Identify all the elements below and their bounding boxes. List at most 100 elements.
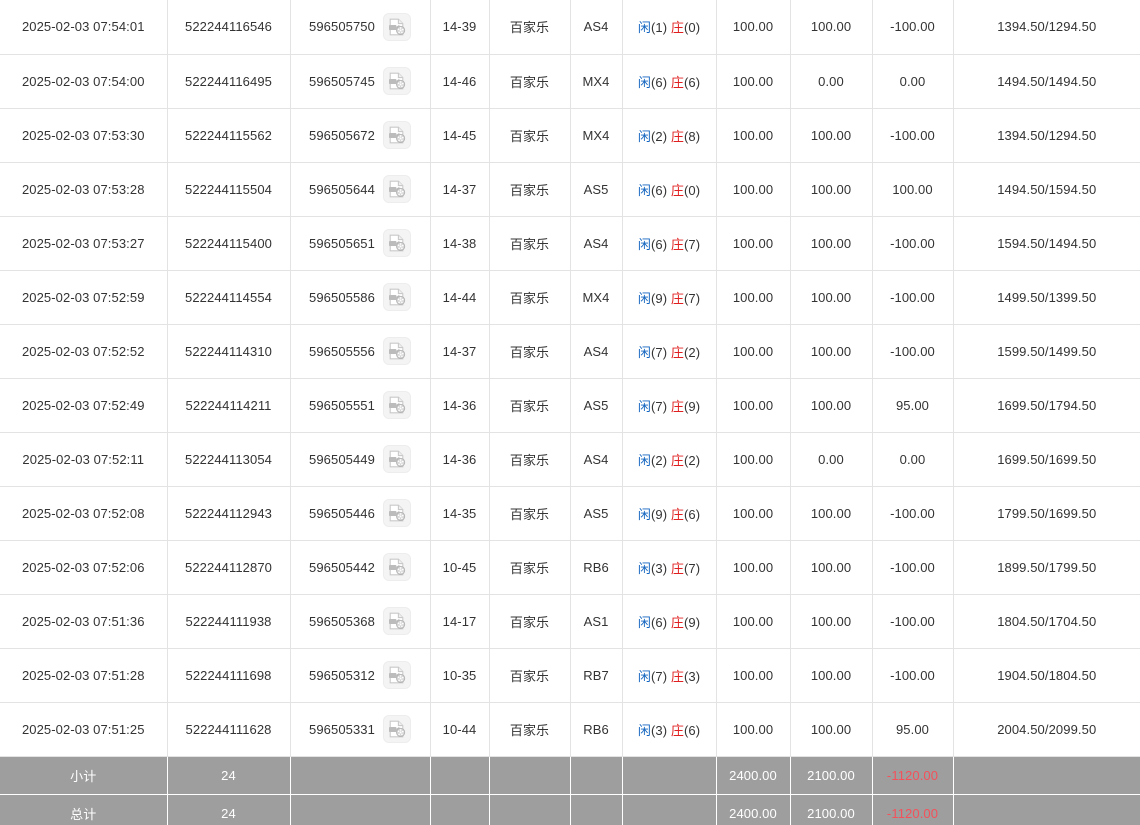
cell-order-no: 522244111938 (167, 594, 291, 649)
cell-bet-amount[interactable]: 100.00 (716, 216, 791, 271)
bet-player-label: 闲 (637, 290, 651, 306)
cell-bet-amount[interactable]: 100.00 (716, 702, 791, 757)
cell-order-no: 522244112943 (167, 486, 291, 541)
video-replay-icon[interactable] (382, 337, 411, 365)
video-replay-icon[interactable] (382, 283, 411, 311)
cell-seat-code: RB6 (570, 540, 623, 595)
cell-bet-amount[interactable]: 100.00 (716, 594, 791, 649)
round-no-text: 596505644 (309, 181, 375, 197)
cell-round-no: 596505449 (290, 432, 431, 487)
bet-player-label: 闲 (637, 452, 651, 468)
summary-label: 小计 (0, 756, 168, 795)
bet-player-value: (2) (650, 452, 668, 468)
bet-player-value: (9) (650, 506, 668, 522)
bet-banker-value: (8) (683, 128, 701, 144)
bet-player-label: 闲 (637, 614, 651, 630)
cell-table-no: 14-46 (430, 54, 490, 109)
cell-bet-amount[interactable]: 100.00 (716, 54, 791, 109)
cell-bet-detail: 闲(1) 庄(0) (622, 0, 717, 55)
cell-bet-amount[interactable]: 100.00 (716, 324, 791, 379)
round-no-text: 596505586 (309, 289, 375, 305)
cell-win-loss: -100.00 (872, 108, 954, 163)
cell-bet-amount[interactable]: 100.00 (716, 108, 791, 163)
cell-round-no: 596505556 (290, 324, 431, 379)
cell-bet-detail: 闲(6) 庄(6) (622, 54, 717, 109)
cell-valid-amount: 100.00 (790, 162, 873, 217)
cell-order-no: 522244116495 (167, 54, 291, 109)
cell-order-no: 522244116546 (167, 0, 291, 55)
cell-valid-amount: 100.00 (790, 702, 873, 757)
cell-balance: 1899.50/1799.50 (953, 540, 1140, 595)
cell-valid-amount: 0.00 (790, 432, 873, 487)
video-replay-icon[interactable] (382, 499, 411, 527)
summary-label: 总计 (0, 794, 168, 825)
bet-banker-value: (9) (683, 614, 701, 630)
cell-bet-time: 2025-02-03 07:53:30 (0, 108, 168, 163)
video-replay-icon[interactable] (382, 229, 411, 257)
bet-banker-label: 庄 (670, 236, 684, 252)
bet-banker-value: (2) (683, 452, 701, 468)
cell-round-no: 596505312 (290, 648, 431, 703)
round-no-text: 596505442 (309, 559, 375, 575)
cell-bet-amount[interactable]: 100.00 (716, 162, 791, 217)
cell-valid-amount: 100.00 (790, 0, 873, 55)
bet-player-label: 闲 (637, 668, 651, 684)
table-row: 2025-02-03 07:52:49 522244114211 596505551… (0, 378, 1140, 433)
cell-seat-code: RB6 (570, 702, 623, 757)
summary-valid-amount: 2100.00 (790, 794, 873, 825)
cell-round-no: 596505586 (290, 270, 431, 325)
summary-row: 总计 24 2400.00 2100.00 -1120.00 (0, 794, 1140, 825)
cell-table-no: 14-35 (430, 486, 490, 541)
cell-round-no: 596505446 (290, 486, 431, 541)
cell-game-name: 百家乐 (489, 270, 571, 325)
video-replay-icon[interactable] (382, 121, 411, 149)
cell-game-name: 百家乐 (489, 648, 571, 703)
cell-bet-amount[interactable]: 100.00 (716, 270, 791, 325)
bet-player-value: (3) (650, 560, 668, 576)
table-row: 2025-02-03 07:52:59 522244114554 596505586… (0, 270, 1140, 325)
video-replay-icon[interactable] (382, 391, 411, 419)
cell-bet-detail: 闲(9) 庄(6) (622, 486, 717, 541)
video-replay-icon[interactable] (382, 175, 411, 203)
cell-bet-amount[interactable]: 100.00 (716, 540, 791, 595)
cell-win-loss: 0.00 (872, 54, 954, 109)
bet-player-value: (6) (650, 614, 668, 630)
cell-bet-amount[interactable]: 100.00 (716, 486, 791, 541)
summary-blank-game (489, 756, 571, 795)
cell-balance: 1394.50/1294.50 (953, 108, 1140, 163)
cell-bet-amount[interactable]: 100.00 (716, 378, 791, 433)
round-no-text: 596505651 (309, 235, 375, 251)
cell-round-no: 596505442 (290, 540, 431, 595)
round-no-text: 596505368 (309, 613, 375, 629)
cell-round-no: 596505651 (290, 216, 431, 271)
video-replay-icon[interactable] (382, 67, 411, 95)
cell-bet-amount[interactable]: 100.00 (716, 0, 791, 55)
cell-seat-code: MX4 (570, 108, 623, 163)
cell-game-name: 百家乐 (489, 594, 571, 649)
table-row: 2025-02-03 07:52:52 522244114310 596505556… (0, 324, 1140, 379)
video-replay-icon[interactable] (382, 715, 411, 743)
cell-round-no: 596505368 (290, 594, 431, 649)
bet-player-label: 闲 (637, 20, 651, 36)
cell-bet-detail: 闲(7) 庄(9) (622, 378, 717, 433)
summary-blank-balance (953, 756, 1140, 795)
video-replay-icon[interactable] (382, 553, 411, 581)
cell-balance: 1804.50/1704.50 (953, 594, 1140, 649)
bet-banker-value: (6) (683, 722, 701, 738)
cell-seat-code: AS4 (570, 432, 623, 487)
summary-blank-bet (622, 794, 717, 825)
video-replay-icon[interactable] (382, 607, 411, 635)
round-no-text: 596505331 (309, 721, 375, 737)
cell-bet-amount[interactable]: 100.00 (716, 432, 791, 487)
cell-table-no: 14-38 (430, 216, 490, 271)
cell-bet-time: 2025-02-03 07:51:36 (0, 594, 168, 649)
cell-win-loss: 95.00 (872, 702, 954, 757)
cell-table-no: 14-17 (430, 594, 490, 649)
video-replay-icon[interactable] (382, 12, 411, 41)
summary-count: 24 (167, 756, 291, 795)
cell-table-no: 14-36 (430, 378, 490, 433)
cell-bet-amount[interactable]: 100.00 (716, 648, 791, 703)
video-replay-icon[interactable] (382, 445, 411, 473)
video-replay-icon[interactable] (382, 661, 411, 689)
